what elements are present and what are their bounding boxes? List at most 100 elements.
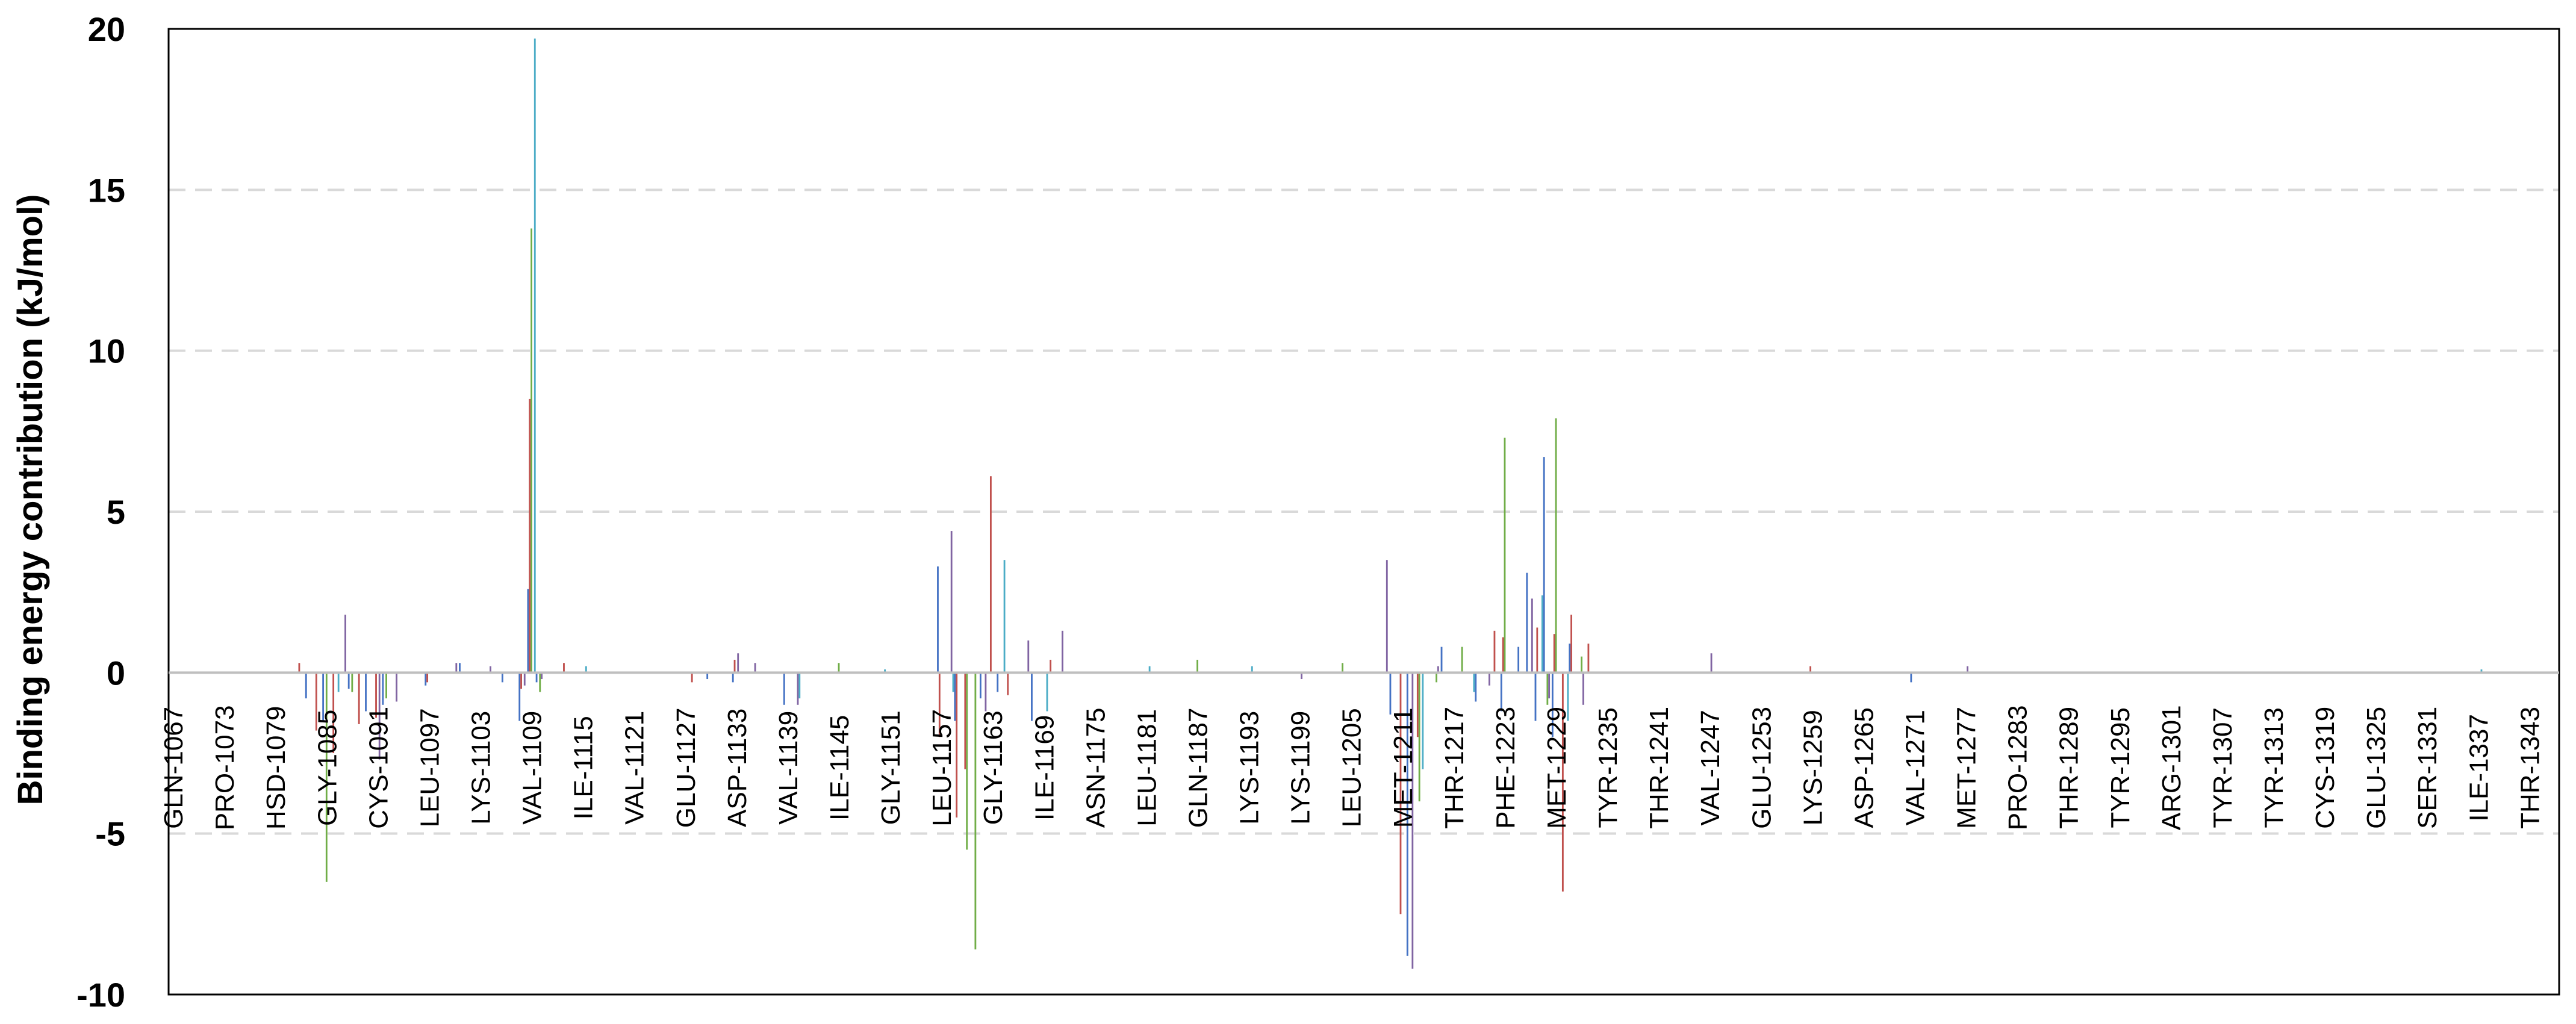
bar-series2-1097 [426,672,429,683]
x-tick-label: ILE-1169 [1030,715,1059,821]
grid-lines [169,188,2559,835]
x-tick-label: THR-1217 [1440,707,1469,829]
bar-series4-1167 [1027,640,1030,673]
y-tick-label: 10 [88,332,125,370]
bar-series2-1128 [691,672,693,683]
y-tick-label: -10 [76,976,125,1014]
bar-series5-1164 [1003,560,1006,673]
x-tick-label: TYR-1235 [1593,707,1623,828]
x-tick-label: CYS-1319 [2310,707,2340,829]
bar-series3-1160 [966,672,968,850]
bar-series2-1170 [1050,659,1052,673]
x-tick-label: GLY-1085 [313,710,342,826]
x-tick-label: LEU-1205 [1337,708,1367,827]
bar-series3-1110 [539,672,541,692]
bar-series1-1110 [535,672,538,683]
bar-series4-1199 [1301,672,1302,680]
y-tick-label: 15 [88,171,125,209]
x-tick-label: GLN-1067 [159,707,188,829]
y-tick-label: 0 [107,654,125,692]
x-tick-label: ILE-1115 [569,716,599,819]
bar-series2-1084 [315,672,317,731]
bar-series2-1163 [989,476,992,673]
bar-series5-1109 [534,39,536,673]
bar-series1-1108 [518,672,521,721]
bar-series2-1086 [332,672,335,753]
x-tick-label: ARG-1301 [2157,705,2186,830]
x-axis-ticks: GLN-1067 PRO-1073 HSD-1079 GLY-1085 CYS-1091… [159,705,2545,830]
bar-series1-1212 [1406,672,1408,956]
bar-series3-1187 [1196,659,1198,673]
x-tick-label: PRO-1073 [210,705,240,830]
bar-series2-1211 [1399,672,1402,914]
bar-series3-1229 [1555,418,1557,673]
bar-series3-1228 [1546,672,1549,705]
bar-series1-1097 [425,672,427,686]
bar-series3-1161 [974,672,977,950]
x-tick-label: HSD-1079 [261,706,291,830]
bar-series1-1162 [979,672,982,699]
y-tick-label: 5 [107,493,125,531]
bar-series1-1101 [459,663,461,673]
bar-series4-1232 [1582,672,1584,705]
x-tick-label: VAL-1247 [1696,710,1725,825]
bar-series4-1140 [797,672,799,705]
bar-series1-1223 [1500,672,1502,712]
bar-series5-1213 [1422,672,1424,769]
bar-series4-1110 [541,672,543,680]
bar-series4-1215 [1437,666,1439,673]
bar-series2-1109 [529,399,531,673]
bar-series4-1087 [344,615,346,673]
bar-series2-1259 [1809,666,1811,673]
x-tick-label: ASN-1175 [1081,707,1110,828]
bar-series3-1218 [1461,647,1463,673]
x-tick-label: GLY-1163 [978,710,1008,825]
bar-series2-1222 [1493,630,1496,673]
bar-series2-1231 [1570,615,1572,673]
y-axis-ticks: -10 -5 0 5 10 15 20 [76,10,125,1014]
bar-series2-1159 [956,672,958,818]
bar-series4-1108 [523,672,526,686]
x-tick-label: GLY-1151 [876,710,906,825]
x-tick-label: MET-1229 [1542,707,1572,829]
bar-series4-1091 [378,672,381,760]
x-tick-label: GLU-1127 [671,707,701,828]
bar-series3-1232 [1581,656,1582,673]
bar-series3-1088 [351,672,353,692]
x-tick-label: ILE-1145 [825,715,854,821]
bar-series1-1083 [305,672,307,699]
x-tick-label: VAL-1271 [1901,710,1930,825]
bar-series1-1139 [783,672,785,705]
x-tick-label: TYR-1313 [2259,707,2289,828]
bar-series1-1159 [954,672,956,721]
bar-series4-1133 [737,653,739,673]
x-tick-label: LEU-1181 [1132,709,1162,827]
bar-series3-1145 [838,663,840,673]
bar-series5-1158 [952,672,954,692]
bar-series5-1169 [1046,672,1048,712]
x-tick-label: LYS-1193 [1235,711,1265,825]
bar-series4-1277 [1967,666,1968,673]
bar-series5-1086 [337,672,340,692]
x-tick-label: THR-1289 [2055,707,2084,829]
bar-series1-1220 [1475,672,1477,702]
x-tick-label: CYS-1091 [364,707,393,829]
bar-series3-1215 [1436,672,1437,683]
bar-series4-1100 [455,663,458,673]
bar-series2-1089 [358,672,360,724]
bar-series2-1091 [375,672,377,718]
bar-series5-1140 [798,672,801,699]
bar-series4-1209 [1386,560,1388,673]
bar-series1-1157 [937,566,939,673]
x-tick-label: LYS-1199 [1286,711,1316,825]
x-tick-label: GLU-1325 [2362,707,2391,829]
bar-series1-1092 [382,672,384,705]
x-tick-label: MET-1211 [1389,707,1418,828]
x-tick-label: LYS-1259 [1798,710,1828,825]
x-tick-label: VAL-1121 [620,711,650,825]
bar-series4-1162 [985,672,987,712]
bar-series1-1088 [347,672,350,689]
bar-series2-1108 [520,672,522,689]
x-tick-label: GLN-1187 [1184,707,1213,828]
bar-series4-1226 [1531,598,1533,673]
